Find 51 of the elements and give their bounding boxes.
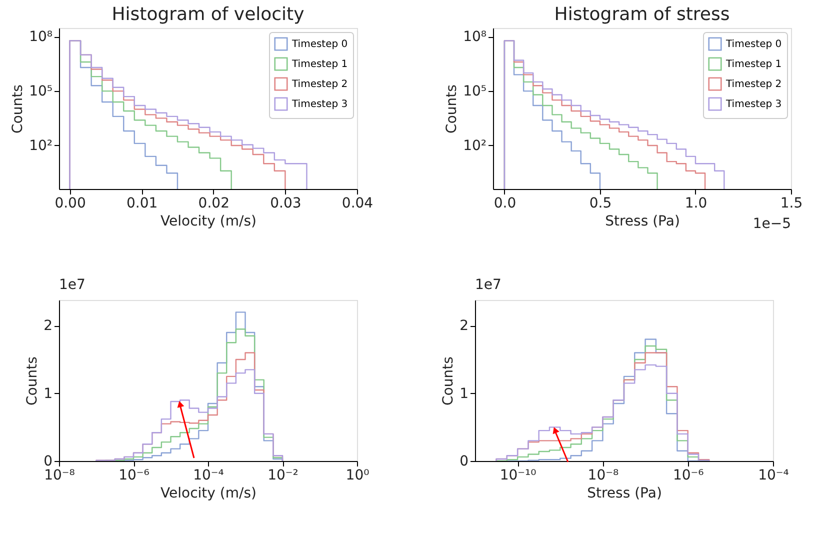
legend-label: Timestep 3	[725, 99, 782, 110]
legend-label: Timestep 0	[291, 39, 348, 50]
y-axis-title: Counts	[444, 84, 460, 134]
x-tick-label: 1.5	[780, 196, 803, 212]
y-tick-label: 10⁸	[29, 29, 53, 46]
x-tick-label: 10⁻²	[268, 468, 298, 484]
x-tick-label: 10⁻⁸	[588, 468, 620, 484]
text: 1e7	[59, 277, 86, 293]
chart-title: Histogram of velocity	[112, 4, 305, 25]
x-tick-label: 10⁻¹⁰	[500, 468, 537, 484]
x-axis-title: Stress (Pa)	[605, 214, 680, 230]
y-axis-title: Counts	[440, 356, 457, 406]
y-tick-label: 10²	[463, 138, 486, 154]
legend-label: Timestep 2	[291, 79, 348, 90]
y-tick-label: 10⁵	[463, 84, 486, 100]
x-tick-label: 0.03	[270, 196, 302, 212]
y-tick-label: 0	[460, 454, 468, 470]
legend-label: Timestep 2	[725, 79, 782, 90]
x-tick-label: 1.0	[684, 196, 708, 212]
y-tick-label: 2	[44, 318, 52, 334]
y-tick-label: 10⁵	[29, 84, 52, 100]
y-axis-title: Counts	[10, 84, 26, 134]
legend-label: Timestep 1	[725, 59, 782, 70]
x-tick-label: 10⁻⁶	[118, 468, 150, 484]
legend-label: Timestep 3	[291, 99, 348, 110]
legend-label: Timestep 1	[291, 59, 348, 70]
y-tick-label: 1	[44, 386, 52, 402]
y-tick-label: 0	[44, 454, 52, 470]
y-tick-label: 2	[460, 318, 468, 334]
x-tick-label: 10⁻⁴	[758, 468, 790, 484]
legend-label: Timestep 0	[725, 39, 782, 50]
x-tick-label: 0.04	[342, 196, 374, 212]
x-axis-title: Stress (Pa)	[587, 486, 662, 502]
x-tick-label: 0.5	[589, 196, 612, 212]
text: 1e−5	[752, 216, 791, 232]
x-axis-title: Velocity (m/s)	[160, 486, 256, 502]
x-tick-label: 0.00	[54, 196, 86, 212]
x-tick-label: 10⁻⁶	[672, 468, 704, 484]
x-tick-label: 10⁻⁴	[193, 468, 224, 484]
x-tick-label: 0.01	[126, 196, 158, 212]
x-tick-label: 0.0	[494, 196, 516, 212]
y-axis-title: Counts	[24, 356, 41, 406]
y-tick-label: 10²	[29, 138, 52, 154]
y-tick-label: 10⁸	[463, 29, 487, 46]
y-tick-label: 1	[460, 386, 468, 402]
x-axis-title: Velocity (m/s)	[160, 214, 256, 230]
chart-title: Histogram of stress	[554, 4, 730, 25]
x-tick-label: 0.02	[198, 196, 230, 212]
x-tick-label: 10⁻⁸	[44, 468, 76, 484]
text: 1e7	[475, 277, 502, 293]
x-tick-label: 10⁰	[346, 468, 370, 484]
